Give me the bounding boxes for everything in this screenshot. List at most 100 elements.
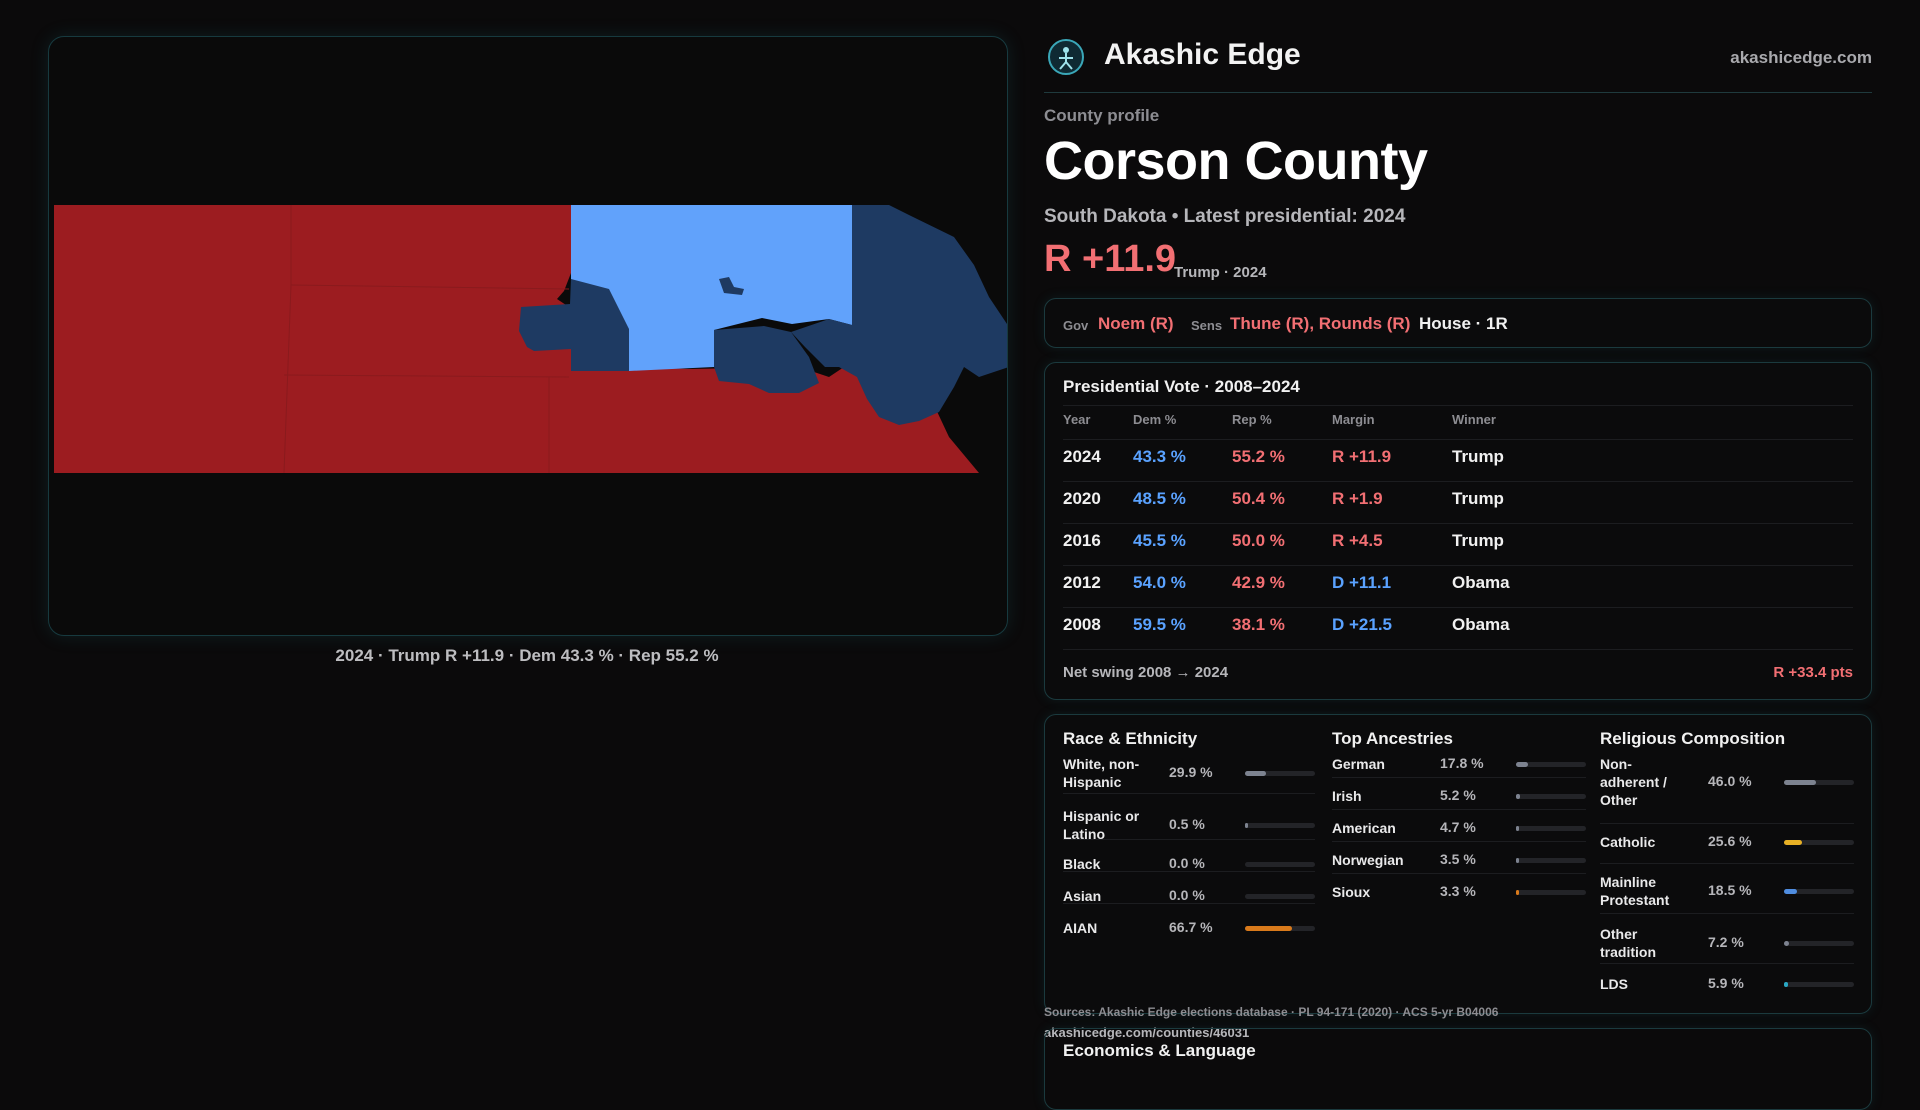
col-dem: Dem % [1133,412,1177,427]
county-map[interactable] [49,37,1007,635]
ancestry-pct: 3.3 % [1440,883,1476,899]
economics-title: Economics & Language [1063,1041,1256,1060]
precinct-dem-dark-east[interactable] [791,205,1007,425]
pres-margin: D +21.5 [1332,615,1393,634]
race-bar [1245,771,1315,776]
ancestry-pct: 3.5 % [1440,851,1476,867]
ancestry-bar [1516,890,1586,895]
row-divider [1063,793,1315,794]
race-pct: 66.7 % [1169,919,1213,935]
race-bar [1245,894,1315,899]
col-margin: Margin [1332,412,1375,427]
religion-bar-fill [1784,889,1797,894]
row-divider [1332,873,1586,874]
religion-bar [1784,982,1854,987]
ancestry-bar-fill [1516,858,1519,863]
akashic-edge-logo-icon[interactable] [1047,38,1085,76]
pres-margin: D +11.1 [1332,573,1392,592]
precinct-dem-dark-central[interactable] [714,326,819,393]
pres-margin: R +4.5 [1332,531,1383,550]
religion-title: Religious Composition [1600,729,1786,748]
precinct-dem-light[interactable] [571,205,852,371]
ancestry-label: Irish [1332,788,1362,804]
race-label: AIAN [1063,920,1098,936]
religion-label: Catholic [1600,834,1656,850]
precinct-boundaries [283,205,570,474]
race-pct: 0.0 % [1169,887,1205,903]
race-bar [1245,926,1315,931]
ancestry-bar [1516,794,1586,799]
ancestry-pct: 5.2 % [1440,787,1476,803]
page-title: Corson County [1044,131,1428,191]
precinct-dem-dark-spot[interactable] [719,277,744,295]
religion-label: Mainline Protestant [1600,874,1670,908]
precinct-dem-dark-west[interactable] [519,279,629,371]
ancestry-bar [1516,762,1586,767]
religion-pct: 7.2 % [1708,934,1744,950]
race-title: Race & Ethnicity [1063,729,1198,748]
brand-url[interactable]: akashicedge.com [1730,48,1872,67]
race-bar-fill [1245,771,1266,776]
race-pct: 0.5 % [1169,816,1205,832]
row-divider [1063,839,1315,840]
row-divider [1063,607,1853,608]
row-divider [1332,841,1586,842]
pres-rep-pct: 55.2 % [1232,447,1285,466]
latest-margin: R +11.9 [1044,238,1177,280]
profile-kicker: County profile [1044,106,1160,125]
pres-rep-pct: 42.9 % [1232,573,1285,592]
religion-pct: 5.9 % [1708,975,1744,991]
ancestry-bar-fill [1516,826,1520,831]
ancestry-bar-fill [1516,890,1519,895]
county-map-panel[interactable] [48,36,1008,636]
row-divider [1063,523,1853,524]
pres-winner: Trump [1452,531,1504,550]
col-year: Year [1063,412,1091,427]
brand-name[interactable]: Akashic Edge [1104,38,1301,71]
swing-label: Net swing 2008 → 2024 [1063,664,1229,681]
senators: Thune (R), Rounds (R) [1230,314,1411,333]
ancestry-label: Norwegian [1332,852,1404,868]
map-caption: 2024 · Trump R +11.9 · Dem 43.3 % · Rep … [335,646,719,665]
profile-subtitle: South Dakota • Latest presidential: 2024 [1044,206,1406,227]
row-divider [1600,863,1854,864]
ancestry-title: Top Ancestries [1332,729,1453,748]
governor: Noem (R) [1098,314,1174,333]
house-delegation: House · 1R [1419,314,1508,333]
pres-year: 2020 [1063,489,1101,508]
race-bar [1245,862,1315,867]
religion-pct: 18.5 % [1708,882,1752,898]
pres-dem-pct: 43.3 % [1133,447,1186,466]
row-divider [1063,481,1853,482]
divider [1063,439,1853,440]
pres-rep-pct: 38.1 % [1232,615,1285,634]
religion-bar [1784,840,1854,845]
economics-card: Economics & Language [1044,1028,1872,1110]
ancestry-pct: 4.7 % [1440,819,1476,835]
precinct-rep-base[interactable] [54,205,979,473]
race-label: Asian [1063,888,1102,904]
ancestry-label: German [1332,756,1385,772]
ancestry-label: American [1332,820,1396,836]
race-label: Black [1063,856,1101,872]
religion-bar [1784,889,1854,894]
pres-dem-pct: 54.0 % [1133,573,1186,592]
pres-rep-pct: 50.4 % [1232,489,1285,508]
religion-bar-fill [1784,941,1790,946]
row-divider [1600,913,1854,914]
pres-year: 2008 [1063,615,1101,634]
religion-bar-fill [1784,982,1789,987]
ancestry-bar-fill [1516,794,1520,799]
presidential-vote-card: Presidential Vote · 2008–2024 Year Dem %… [1044,362,1872,700]
ancestry-pct: 17.8 % [1440,755,1484,771]
row-divider [1600,963,1854,964]
sens-label: Sens [1191,318,1223,333]
ancestry-label: Sioux [1332,884,1371,900]
ancestry-bar [1516,858,1586,863]
race-bar [1245,823,1315,828]
religion-label: Non-adherent / Other [1600,756,1667,808]
row-divider [1063,871,1315,872]
religion-pct: 46.0 % [1708,773,1752,789]
sources-note: Sources: Akashic Edge elections database… [1044,1005,1499,1019]
race-bar-fill [1245,823,1248,828]
